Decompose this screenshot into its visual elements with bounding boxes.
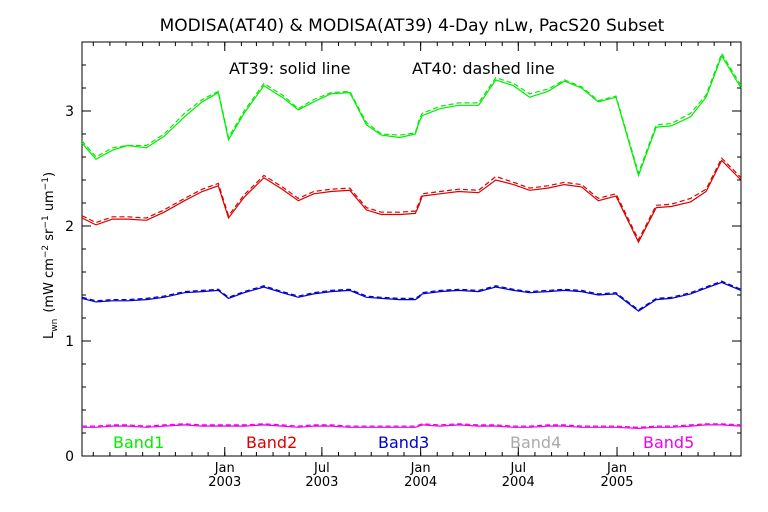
x-tick-label-month: Jan: [410, 461, 431, 476]
series-group: [81, 52, 742, 430]
x-tick-label-year: 2003: [208, 475, 241, 490]
band1-at40-dashed-line: [81, 52, 742, 176]
y-tick-label: 3: [65, 104, 74, 120]
legend-item-band1: Band1: [113, 433, 164, 452]
y-axis-label-subscript: wn: [50, 319, 60, 332]
legend-group: Band1 Band2 Band3 Band4 Band5: [113, 433, 694, 452]
text-group: MODISA(AT40) & MODISA(AT39) 4-Day nLw, P…: [41, 16, 665, 339]
x-tick-label-month: Jan: [214, 461, 235, 476]
x-tick-label-month: Jul: [313, 461, 330, 476]
band5-at39-solid-line: [82, 424, 742, 430]
legend-item-band3: Band3: [378, 433, 429, 452]
x-tick-label-year: 2005: [600, 475, 633, 490]
band2-at39-solid-line: [81, 159, 742, 244]
y-axis-label-units-open: (mW cm: [42, 258, 57, 313]
legend-item-band5: Band5: [643, 433, 694, 452]
band3-at40-dashed-line: [81, 280, 742, 311]
y-axis-label-exp-3: −1: [41, 177, 51, 190]
y-tick-label: 2: [65, 219, 74, 235]
x-tick-label-month: Jul: [509, 461, 526, 476]
y-tick-label: 1: [65, 334, 74, 350]
annotation-solid-line: AT39: solid line: [229, 59, 350, 78]
y-tick-label: 0: [65, 449, 74, 465]
y-axis-label-exp-1: −2: [41, 245, 51, 258]
y-axis-label-symbol: L: [42, 331, 57, 339]
band1-at39-solid-line: [81, 54, 742, 178]
x-tick-label-year: 2003: [305, 475, 338, 490]
annotation-dashed-line: AT40: dashed line: [412, 59, 555, 78]
y-axis-label-units-close: ): [42, 172, 57, 177]
x-tick-label-year: 2004: [404, 475, 437, 490]
band5-at40-dashed-line: [82, 423, 742, 428]
y-axis-label-units-um: um: [42, 190, 57, 215]
plot-frame-group: [81, 41, 742, 457]
y-axis-label-exp-2: −1: [41, 215, 51, 228]
band2-at40-dashed-line: [81, 157, 742, 242]
legend-item-band2: Band2: [246, 433, 297, 452]
y-axis-label-units-sr: sr: [42, 228, 57, 245]
band3-at39-solid-line: [81, 281, 742, 312]
x-tick-label-year: 2004: [502, 475, 535, 490]
chart-title: MODISA(AT40) & MODISA(AT39) 4-Day nLw, P…: [160, 16, 665, 36]
plot-frame: [81, 41, 742, 457]
x-tick-label-month: Jan: [606, 461, 627, 476]
legend-item-band4: Band4: [510, 433, 561, 452]
y-axis-label: Lwn(mW cm−2 sr−1 um−1): [41, 172, 60, 339]
